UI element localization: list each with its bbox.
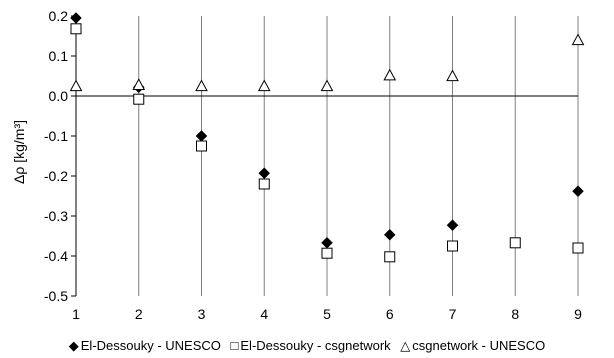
square-point	[447, 240, 458, 252]
triangle-point	[132, 78, 146, 90]
diamond-point	[70, 12, 82, 24]
open-triangle-icon: △	[400, 338, 411, 353]
y-tick-label: -0.4	[44, 248, 68, 264]
square-point	[321, 247, 333, 259]
triangle-point	[69, 79, 83, 92]
y-tick-label: 0.0	[49, 88, 69, 104]
square-point	[509, 237, 521, 249]
y-tick-label: -0.2	[44, 168, 68, 184]
open-square-icon: □	[230, 338, 239, 353]
y-tick-label: -0.1	[44, 128, 68, 144]
y-axis-label: Δρ [kg/m³]	[11, 120, 27, 184]
triangle-point	[446, 69, 459, 82]
square-point	[70, 23, 82, 35]
x-tick-label: 8	[511, 306, 519, 322]
x-tick-label: 1	[72, 306, 80, 322]
diamond-point	[195, 130, 208, 142]
diamond-point	[321, 236, 333, 249]
triangle-point	[195, 79, 208, 92]
triangle-point	[383, 68, 397, 81]
x-tick-label: 4	[260, 306, 268, 322]
x-tick-label: 5	[323, 306, 331, 322]
grid-layer	[75, 16, 579, 296]
axis-layer	[71, 15, 578, 297]
square-point	[133, 93, 145, 105]
y-tick-label: 0.1	[49, 48, 69, 64]
legend-label: csgnetwork - UNESCO	[412, 338, 546, 353]
triangle-point	[320, 79, 334, 92]
legend-item-el-dessouky-csgnetwork: □ El-Dessouky - csgnetwork	[231, 338, 391, 353]
data-marks	[69, 12, 585, 263]
x-tick-label: 3	[198, 306, 206, 322]
legend-label: El-Dessouky - UNESCO	[80, 338, 221, 353]
y-tick-label: 0.2	[49, 8, 69, 24]
x-tick-label: 6	[386, 306, 394, 322]
filled-diamond-icon: ◆	[68, 338, 79, 353]
diamond-point	[446, 219, 459, 232]
chart-legend: ◆ El-Dessouky - UNESCO □ El-Dessouky - csg…	[0, 338, 614, 354]
legend-label: El-Dessouky - csgnetwork	[240, 338, 391, 353]
tick-labels: 0.2 0.1 0.0 -0.1 -0.2 -0.3 -0.4 -0.51 2 3 4 5 6 7 8 9	[44, 8, 582, 322]
diamond-point	[383, 228, 396, 241]
legend-item-csgnetwork-unesco: △ csgnetwork - UNESCO	[400, 338, 545, 354]
square-point	[384, 251, 396, 263]
x-tick-label: 9	[574, 306, 582, 322]
square-point	[196, 140, 207, 152]
diamond-point	[572, 185, 584, 198]
square-point	[258, 178, 270, 190]
scatter-chart: 0.2 0.1 0.0 -0.1 -0.2 -0.3 -0.4 -0.51 2 3 4 5 6 7 8 9 Δ…	[11, 8, 585, 322]
diamond-point	[258, 167, 271, 180]
x-tick-label: 7	[449, 306, 457, 322]
triangle-point	[571, 33, 585, 46]
square-point	[572, 242, 584, 254]
y-tick-label: -0.3	[44, 208, 68, 224]
triangle-point	[257, 79, 271, 92]
y-tick-label: -0.5	[44, 288, 68, 304]
x-tick-label: 2	[135, 306, 143, 322]
legend-item-el-dessouky-unesco: ◆ El-Dessouky - UNESCO	[69, 338, 221, 354]
